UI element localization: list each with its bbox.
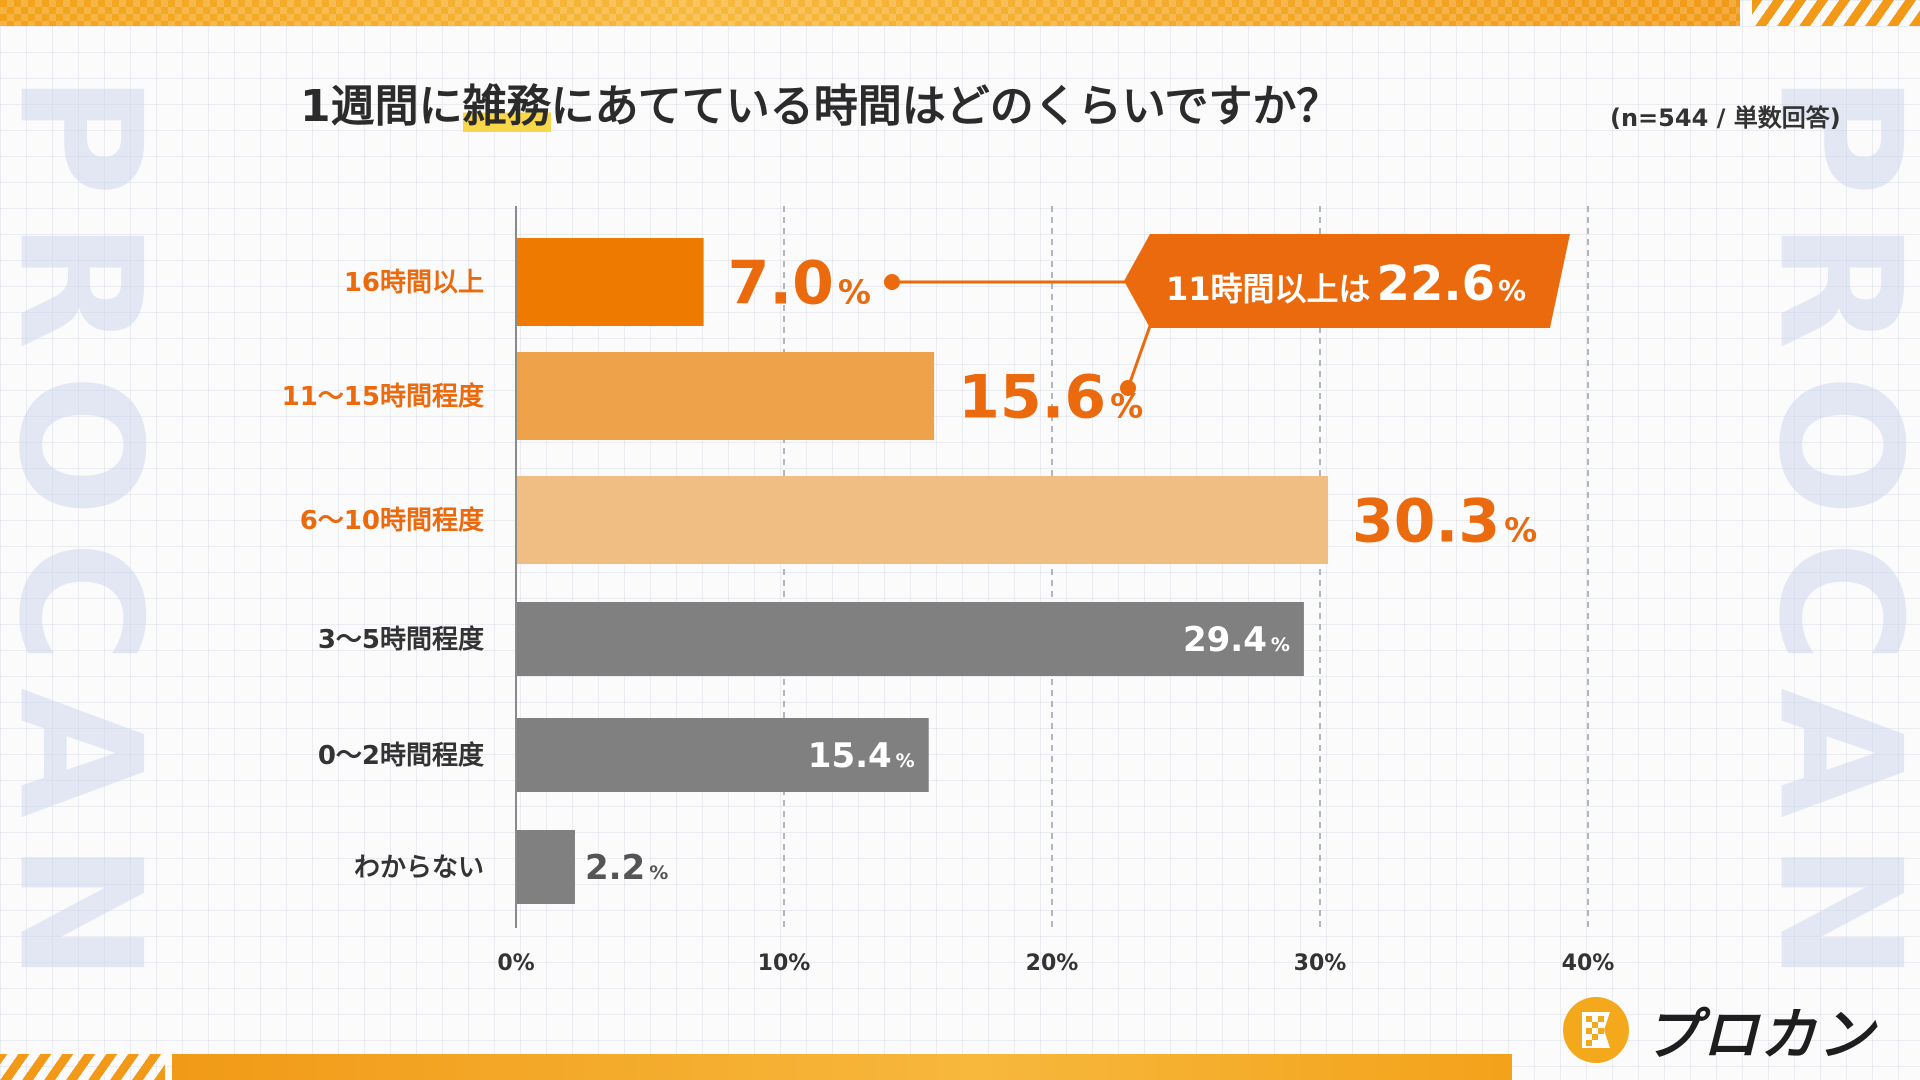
title-after: にあてている時間はどのくらいですか？ (550, 81, 1341, 132)
title-before: 1週間に (300, 81, 463, 132)
x-tick-label: 40% (1562, 951, 1615, 976)
logo-wordmark: プロカン (1644, 1002, 1876, 1068)
value-number: 15.6 (958, 363, 1106, 433)
value-unit: % (1271, 634, 1290, 656)
sample-note: (n=544 / 単数回答) (1610, 104, 1841, 132)
x-tick-label: 0% (497, 951, 534, 976)
category-label: 6〜10時間程度 (300, 505, 484, 536)
bar (517, 238, 704, 326)
category-label: 3〜5時間程度 (318, 624, 484, 655)
callout-text: 11時間以上は 22.6% (1166, 256, 1526, 312)
x-tick-label: 10% (758, 951, 811, 976)
callout-unit: % (1498, 274, 1526, 307)
value-label: 30.3% (1352, 487, 1537, 557)
value-label: 29.4% (1183, 620, 1290, 660)
bar (517, 718, 929, 792)
category-label: 11〜15時間程度 (282, 381, 484, 412)
bottom-left-hatch (0, 1054, 165, 1080)
value-unit: % (896, 750, 915, 772)
procan-logo: プロカン (1560, 990, 1890, 1070)
bar (517, 476, 1329, 564)
value-label: 15.4% (808, 736, 915, 776)
value-unit: % (1504, 511, 1537, 550)
x-tick-label: 30% (1294, 951, 1347, 976)
callout-prefix: 11時間以上は (1166, 270, 1371, 308)
top-right-hatch (1752, 0, 1920, 26)
callout-value: 22.6 (1377, 256, 1495, 312)
value-number: 15.4 (808, 736, 892, 776)
value-unit: % (838, 273, 871, 312)
top-stripe (0, 0, 1740, 26)
value-unit: % (649, 862, 668, 884)
bottom-stripe (172, 1054, 1512, 1080)
value-label: 2.2% (585, 848, 668, 888)
category-label: わからない (354, 853, 484, 883)
value-number: 30.3 (1352, 487, 1500, 557)
callout-leader (1126, 325, 1152, 389)
flag-logo-icon (1563, 997, 1629, 1063)
category-label: 16時間以上 (344, 268, 484, 298)
category-label: 0〜2時間程度 (318, 740, 484, 771)
value-label: 7.0% (728, 249, 871, 319)
title-highlight: 雑務 (462, 81, 551, 132)
x-tick-label: 20% (1026, 951, 1079, 976)
value-number: 2.2 (585, 848, 645, 888)
callout-box (1124, 234, 1570, 328)
bar (517, 830, 575, 904)
bar (517, 352, 935, 440)
bar (517, 602, 1304, 676)
value-number: 29.4 (1183, 620, 1267, 660)
value-label: 15.6% (958, 363, 1143, 433)
chart-title: 1週間に雑務にあてている時間はどのくらいですか？ (300, 70, 1610, 134)
value-number: 7.0 (728, 249, 834, 319)
